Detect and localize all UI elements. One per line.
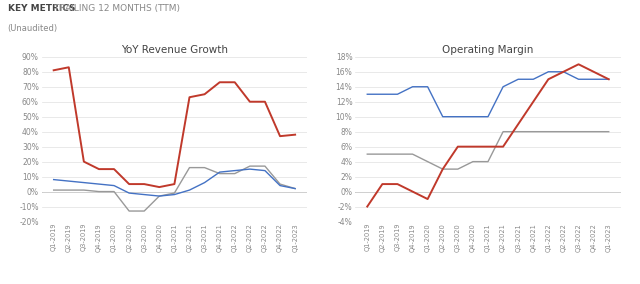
Title: YoY Revenue Growth: YoY Revenue Growth [121, 45, 228, 55]
Text: TRAILING 12 MONTHS (TTM): TRAILING 12 MONTHS (TTM) [51, 4, 180, 13]
Text: (Unaudited): (Unaudited) [8, 24, 58, 33]
Text: KEY METRICS: KEY METRICS [8, 4, 75, 13]
Title: Operating Margin: Operating Margin [442, 45, 534, 55]
